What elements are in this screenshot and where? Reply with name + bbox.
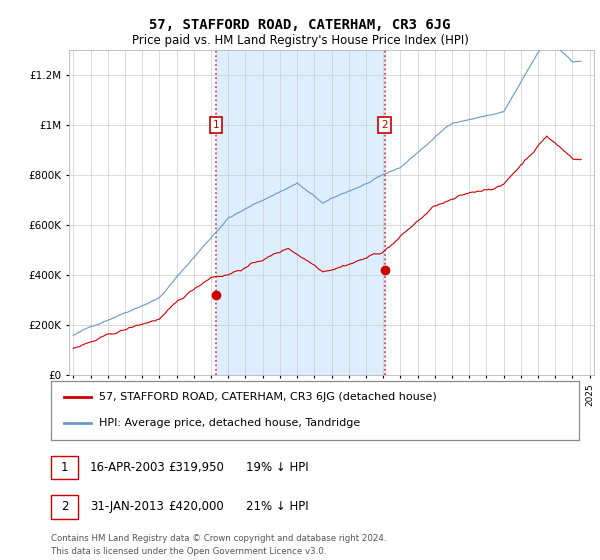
Text: This data is licensed under the Open Government Licence v3.0.: This data is licensed under the Open Gov… [51, 547, 326, 556]
Text: Price paid vs. HM Land Registry's House Price Index (HPI): Price paid vs. HM Land Registry's House … [131, 34, 469, 47]
Text: Contains HM Land Registry data © Crown copyright and database right 2024.: Contains HM Land Registry data © Crown c… [51, 534, 386, 543]
Text: HPI: Average price, detached house, Tandridge: HPI: Average price, detached house, Tand… [98, 418, 360, 428]
Text: 57, STAFFORD ROAD, CATERHAM, CR3 6JG: 57, STAFFORD ROAD, CATERHAM, CR3 6JG [149, 18, 451, 32]
Text: £420,000: £420,000 [168, 500, 224, 514]
Text: 2: 2 [381, 120, 388, 130]
Text: £319,950: £319,950 [168, 461, 224, 474]
Text: 2: 2 [61, 500, 68, 514]
Text: 19% ↓ HPI: 19% ↓ HPI [246, 461, 308, 474]
Text: 57, STAFFORD ROAD, CATERHAM, CR3 6JG (detached house): 57, STAFFORD ROAD, CATERHAM, CR3 6JG (de… [98, 392, 436, 402]
Text: 31-JAN-2013: 31-JAN-2013 [90, 500, 164, 514]
Text: 1: 1 [212, 120, 220, 130]
Text: 21% ↓ HPI: 21% ↓ HPI [246, 500, 308, 514]
Bar [216, 50, 385, 375]
Text: 16-APR-2003: 16-APR-2003 [90, 461, 166, 474]
Text: 1: 1 [61, 461, 68, 474]
